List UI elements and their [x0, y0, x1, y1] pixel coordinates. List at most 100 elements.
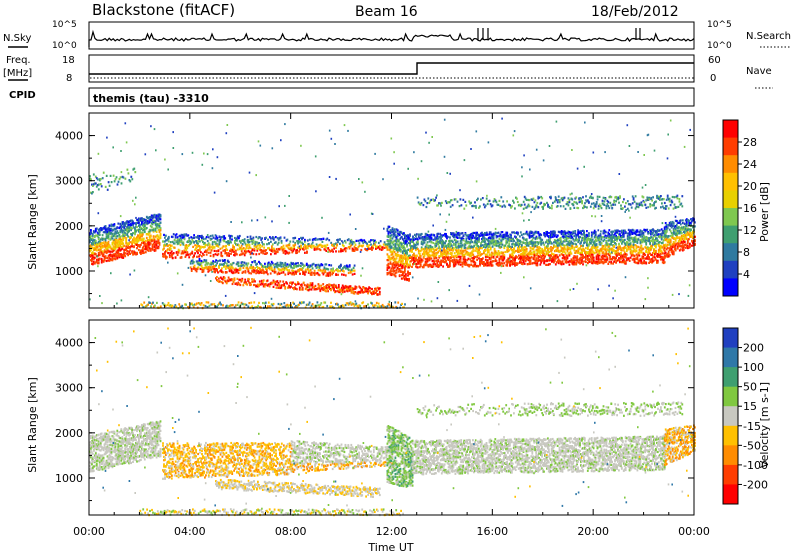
power-echo	[321, 238, 323, 240]
power-echo	[345, 241, 347, 243]
power-echo	[282, 281, 284, 283]
power-echo	[245, 281, 247, 283]
power-echo	[530, 246, 532, 248]
power-echo	[282, 268, 284, 270]
power-echo	[397, 229, 399, 231]
freq-tick-bottom: 8	[66, 73, 72, 84]
freq-label: Freq.	[6, 55, 31, 66]
power-echo	[572, 231, 574, 233]
power-echo	[292, 282, 294, 284]
power-echo	[335, 290, 337, 292]
power-echo	[244, 262, 246, 264]
power-echo	[503, 257, 505, 259]
power-echo	[266, 252, 268, 254]
power-echo	[198, 266, 200, 268]
power-echo	[173, 252, 175, 254]
power-echo	[454, 252, 456, 254]
power-plot	[89, 118, 696, 310]
power-echo	[252, 249, 254, 251]
power-echo	[212, 243, 214, 245]
power-echo	[307, 239, 309, 241]
power-echo	[527, 263, 529, 265]
power-echo	[317, 248, 319, 250]
power-echo	[326, 284, 328, 286]
power-echo	[348, 238, 350, 240]
power-echo	[400, 250, 402, 252]
power-echo	[90, 229, 92, 231]
power-echo	[325, 263, 327, 265]
power-echo	[388, 263, 390, 265]
power-echo	[271, 247, 273, 249]
power-echo	[535, 241, 537, 243]
power-echo	[283, 245, 285, 247]
power-echo	[183, 244, 185, 246]
power-echo	[188, 256, 190, 258]
power-echo	[502, 262, 504, 264]
power-echo	[472, 248, 474, 250]
power-echo	[517, 262, 519, 264]
power-echo	[191, 270, 193, 272]
power-echo	[544, 255, 546, 257]
power-echo	[299, 248, 301, 250]
power-echo	[97, 246, 99, 248]
power-echo	[409, 233, 411, 235]
power-echo	[175, 236, 177, 238]
power-echo	[318, 285, 320, 287]
power-echo	[208, 236, 210, 238]
power-echo	[144, 231, 146, 233]
power-echo	[270, 241, 272, 243]
power-echo	[554, 246, 556, 248]
power-echo	[249, 241, 251, 243]
power-echo	[528, 244, 530, 246]
power-echo	[132, 232, 134, 234]
power-echo	[164, 237, 166, 239]
power-echo	[275, 271, 277, 273]
power-echo	[341, 287, 343, 289]
power-echo	[355, 244, 357, 246]
power-echo	[296, 288, 298, 290]
nsearch-tick-bottom: 10^0	[707, 41, 732, 51]
power-echo	[436, 262, 438, 264]
power-echo	[217, 271, 219, 273]
power-echo	[193, 234, 195, 236]
power-echo	[243, 247, 245, 249]
power-echo	[296, 252, 298, 254]
power-echo	[566, 260, 568, 262]
power-echo	[463, 239, 465, 241]
power-echo	[226, 263, 228, 265]
power-echo	[354, 241, 356, 243]
power-echo	[275, 283, 277, 285]
power-echo	[151, 226, 153, 228]
power-echo	[330, 264, 332, 266]
power-echo	[306, 251, 308, 253]
power-echo	[338, 250, 340, 252]
power-echo	[571, 258, 573, 260]
power-echo	[539, 237, 541, 239]
power-echo	[172, 236, 174, 238]
power-echo	[136, 226, 138, 228]
power-echo	[498, 232, 500, 234]
power-echo	[259, 280, 261, 282]
power-echo	[379, 287, 381, 289]
power-echo	[482, 257, 484, 259]
power-echo	[339, 238, 341, 240]
power-echo	[449, 241, 451, 243]
power-echo	[487, 259, 489, 261]
power-echo	[345, 274, 347, 276]
power-echo	[212, 235, 214, 237]
power-echo	[216, 250, 218, 252]
power-echo	[351, 269, 353, 271]
power-echo	[354, 250, 356, 252]
power-echo	[540, 234, 542, 236]
power-echo	[296, 249, 298, 251]
power-echo	[454, 236, 456, 238]
power-echo	[550, 246, 552, 248]
power-echo	[274, 281, 276, 283]
power-echo	[433, 239, 435, 241]
power-echo	[283, 271, 285, 273]
power-echo	[507, 247, 509, 249]
power-echo	[197, 240, 199, 242]
power-echo	[320, 269, 322, 271]
power-echo	[200, 246, 202, 248]
